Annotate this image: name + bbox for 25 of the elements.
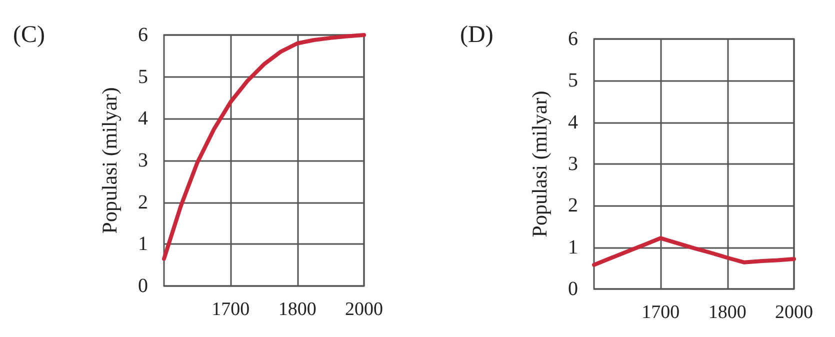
- chart-title: (C): [13, 22, 45, 48]
- x-tick-label: 2000: [345, 299, 383, 320]
- x-tick-label: 2000: [775, 302, 813, 323]
- chart-title: (D): [460, 22, 494, 48]
- line-series: [592, 236, 796, 267]
- x-tick-label: 1700: [642, 302, 680, 323]
- y-tick-label: 6: [138, 24, 148, 46]
- y-tick-label: 0: [138, 275, 148, 297]
- y-tick-label: 0: [568, 278, 578, 300]
- y-tick-label: 6: [568, 28, 578, 50]
- x-tick-label: 1800: [278, 299, 316, 320]
- y-tick-label: 1: [568, 236, 578, 258]
- y-tick-label: 2: [568, 194, 578, 217]
- y-tick-label: 2: [138, 191, 148, 214]
- y-tick-label: 5: [138, 66, 148, 88]
- y-tick-label: 4: [568, 111, 578, 134]
- y-tick-label: 3: [138, 150, 148, 172]
- x-tick-label: 1800: [708, 302, 746, 323]
- y-axis-title: Populasi (milyar): [98, 87, 122, 234]
- y-tick-label: 4: [138, 108, 148, 130]
- y-tick-label: 1: [138, 233, 148, 256]
- y-tick-label: 5: [568, 70, 578, 92]
- y-axis-title: Populasi (milyar): [528, 90, 552, 238]
- x-tick-label: 1700: [212, 299, 250, 320]
- y-tick-label: 3: [568, 153, 578, 175]
